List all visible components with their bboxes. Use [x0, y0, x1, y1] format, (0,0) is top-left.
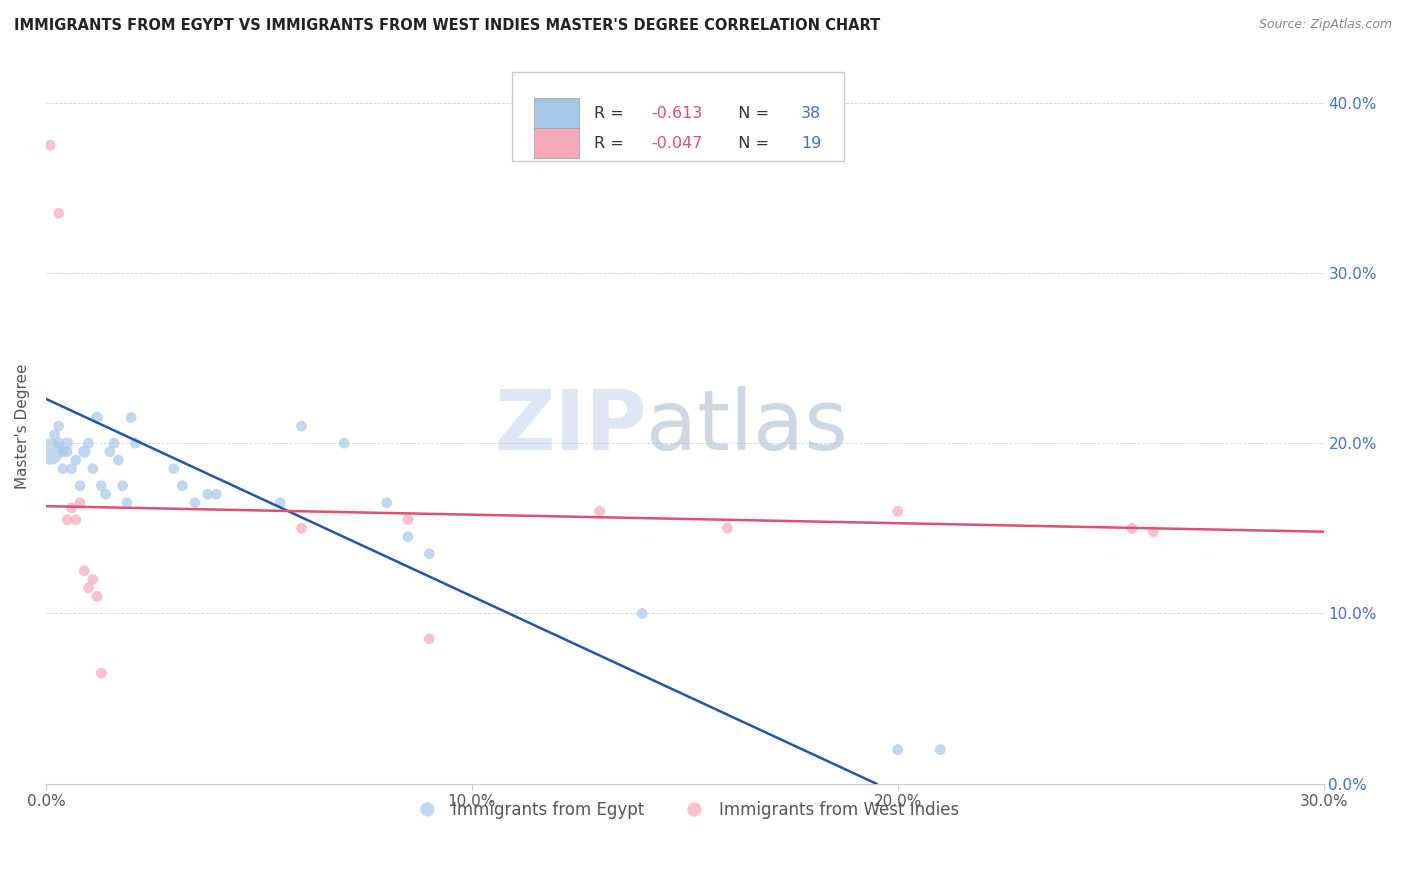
Point	[69, 496, 91, 510]
Text: 38: 38	[801, 106, 821, 121]
Point	[1142, 524, 1164, 539]
Point	[375, 496, 398, 510]
Point	[56, 436, 79, 450]
Point	[396, 513, 419, 527]
Point	[60, 461, 83, 475]
Point	[86, 590, 108, 604]
Text: ZIP: ZIP	[494, 385, 647, 467]
Point	[48, 436, 70, 450]
Point	[82, 573, 104, 587]
Point	[77, 436, 100, 450]
Point	[418, 632, 440, 646]
Point	[184, 496, 207, 510]
Point	[39, 444, 62, 458]
Point	[90, 666, 112, 681]
Point	[86, 410, 108, 425]
Point	[52, 444, 75, 458]
Text: R =: R =	[595, 136, 628, 151]
FancyBboxPatch shape	[512, 72, 845, 161]
Point	[172, 479, 194, 493]
Text: N =: N =	[728, 136, 775, 151]
Point	[929, 742, 952, 756]
Bar	[534, 98, 579, 128]
Text: IMMIGRANTS FROM EGYPT VS IMMIGRANTS FROM WEST INDIES MASTER'S DEGREE CORRELATION: IMMIGRANTS FROM EGYPT VS IMMIGRANTS FROM…	[14, 18, 880, 33]
Point	[52, 461, 75, 475]
Point	[396, 530, 419, 544]
Text: -0.047: -0.047	[651, 136, 703, 151]
Point	[94, 487, 117, 501]
Point	[103, 436, 125, 450]
Point	[418, 547, 440, 561]
Point	[65, 513, 87, 527]
Legend: Immigrants from Egypt, Immigrants from West Indies: Immigrants from Egypt, Immigrants from W…	[404, 794, 966, 825]
Point	[82, 461, 104, 475]
Point	[39, 138, 62, 153]
Point	[56, 444, 79, 458]
Point	[269, 496, 291, 510]
Point	[716, 521, 738, 535]
Text: 19: 19	[801, 136, 821, 151]
Point	[48, 206, 70, 220]
Point	[124, 436, 146, 450]
Text: R =: R =	[595, 106, 628, 121]
Point	[60, 500, 83, 515]
Point	[90, 479, 112, 493]
Point	[886, 742, 908, 756]
Text: -0.613: -0.613	[651, 106, 703, 121]
Point	[107, 453, 129, 467]
Point	[111, 479, 134, 493]
Point	[73, 444, 96, 458]
Point	[77, 581, 100, 595]
Y-axis label: Master's Degree: Master's Degree	[15, 363, 30, 489]
Text: N =: N =	[728, 106, 775, 121]
Point	[333, 436, 356, 450]
Point	[120, 410, 142, 425]
Point	[65, 453, 87, 467]
Point	[98, 444, 121, 458]
Point	[290, 521, 312, 535]
Text: Source: ZipAtlas.com: Source: ZipAtlas.com	[1258, 18, 1392, 31]
Point	[205, 487, 228, 501]
Bar	[534, 128, 579, 158]
Point	[197, 487, 219, 501]
Point	[69, 479, 91, 493]
Point	[290, 419, 312, 434]
Point	[56, 513, 79, 527]
Point	[48, 419, 70, 434]
Point	[163, 461, 186, 475]
Point	[73, 564, 96, 578]
Point	[44, 427, 66, 442]
Point	[886, 504, 908, 518]
Point	[1121, 521, 1143, 535]
Text: atlas: atlas	[647, 385, 848, 467]
Point	[631, 607, 654, 621]
Point	[588, 504, 610, 518]
Point	[115, 496, 138, 510]
